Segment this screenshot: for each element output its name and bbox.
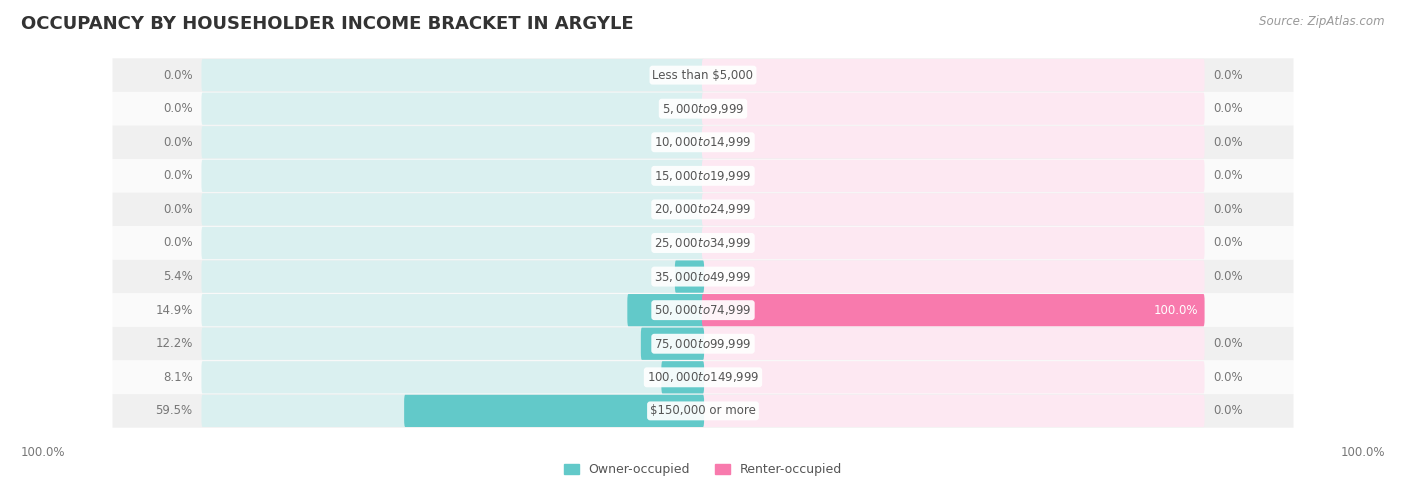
Text: 0.0%: 0.0% [1213,203,1243,216]
FancyBboxPatch shape [702,294,1205,326]
Text: 5.4%: 5.4% [163,270,193,283]
FancyBboxPatch shape [112,159,1294,192]
Text: 0.0%: 0.0% [163,136,193,149]
Text: $50,000 to $74,999: $50,000 to $74,999 [654,303,752,317]
Text: $10,000 to $14,999: $10,000 to $14,999 [654,135,752,149]
Text: 100.0%: 100.0% [1340,446,1385,459]
Text: 0.0%: 0.0% [1213,404,1243,417]
FancyBboxPatch shape [201,126,704,158]
Text: 8.1%: 8.1% [163,371,193,384]
FancyBboxPatch shape [702,126,1205,158]
FancyBboxPatch shape [201,395,704,427]
FancyBboxPatch shape [112,327,1294,361]
FancyBboxPatch shape [675,260,704,293]
Text: 0.0%: 0.0% [1213,371,1243,384]
FancyBboxPatch shape [702,395,1205,427]
FancyBboxPatch shape [702,328,1205,360]
Text: 0.0%: 0.0% [163,169,193,182]
FancyBboxPatch shape [201,92,704,125]
FancyBboxPatch shape [201,328,704,360]
Text: 0.0%: 0.0% [1213,169,1243,182]
Text: 12.2%: 12.2% [155,337,193,350]
Text: 14.9%: 14.9% [155,304,193,317]
FancyBboxPatch shape [112,394,1294,428]
Text: 0.0%: 0.0% [1213,102,1243,115]
Text: 59.5%: 59.5% [156,404,193,417]
FancyBboxPatch shape [702,260,1205,293]
Text: Less than $5,000: Less than $5,000 [652,69,754,82]
Text: $5,000 to $9,999: $5,000 to $9,999 [662,102,744,116]
FancyBboxPatch shape [201,59,704,91]
Text: OCCUPANCY BY HOUSEHOLDER INCOME BRACKET IN ARGYLE: OCCUPANCY BY HOUSEHOLDER INCOME BRACKET … [21,15,634,33]
Text: 0.0%: 0.0% [163,102,193,115]
Text: 0.0%: 0.0% [163,203,193,216]
FancyBboxPatch shape [201,160,704,192]
Text: 100.0%: 100.0% [21,446,66,459]
FancyBboxPatch shape [702,294,1205,326]
FancyBboxPatch shape [112,58,1294,92]
Text: 0.0%: 0.0% [163,69,193,82]
FancyBboxPatch shape [112,361,1294,394]
Text: $25,000 to $34,999: $25,000 to $34,999 [654,236,752,250]
Text: 0.0%: 0.0% [163,237,193,249]
FancyBboxPatch shape [112,125,1294,159]
FancyBboxPatch shape [201,361,704,394]
Text: $100,000 to $149,999: $100,000 to $149,999 [647,370,759,384]
Text: 0.0%: 0.0% [1213,337,1243,350]
FancyBboxPatch shape [112,294,1294,327]
FancyBboxPatch shape [201,227,704,259]
FancyBboxPatch shape [641,328,704,360]
FancyBboxPatch shape [702,59,1205,91]
FancyBboxPatch shape [201,260,704,293]
Text: $35,000 to $49,999: $35,000 to $49,999 [654,270,752,283]
FancyBboxPatch shape [702,193,1205,226]
FancyBboxPatch shape [661,361,704,394]
Text: $20,000 to $24,999: $20,000 to $24,999 [654,203,752,216]
Text: Source: ZipAtlas.com: Source: ZipAtlas.com [1260,15,1385,28]
Text: $15,000 to $19,999: $15,000 to $19,999 [654,169,752,183]
FancyBboxPatch shape [201,193,704,226]
FancyBboxPatch shape [404,395,704,427]
FancyBboxPatch shape [112,260,1294,294]
FancyBboxPatch shape [702,160,1205,192]
Text: 0.0%: 0.0% [1213,69,1243,82]
Text: 100.0%: 100.0% [1154,304,1198,317]
Text: 0.0%: 0.0% [1213,270,1243,283]
FancyBboxPatch shape [702,361,1205,394]
FancyBboxPatch shape [702,227,1205,259]
Text: 0.0%: 0.0% [1213,136,1243,149]
FancyBboxPatch shape [112,226,1294,260]
FancyBboxPatch shape [627,294,704,326]
Text: $150,000 or more: $150,000 or more [650,404,756,417]
FancyBboxPatch shape [112,92,1294,125]
FancyBboxPatch shape [702,92,1205,125]
Text: 0.0%: 0.0% [1213,237,1243,249]
Text: $75,000 to $99,999: $75,000 to $99,999 [654,337,752,351]
Legend: Owner-occupied, Renter-occupied: Owner-occupied, Renter-occupied [558,458,848,481]
FancyBboxPatch shape [201,294,704,326]
FancyBboxPatch shape [112,192,1294,226]
